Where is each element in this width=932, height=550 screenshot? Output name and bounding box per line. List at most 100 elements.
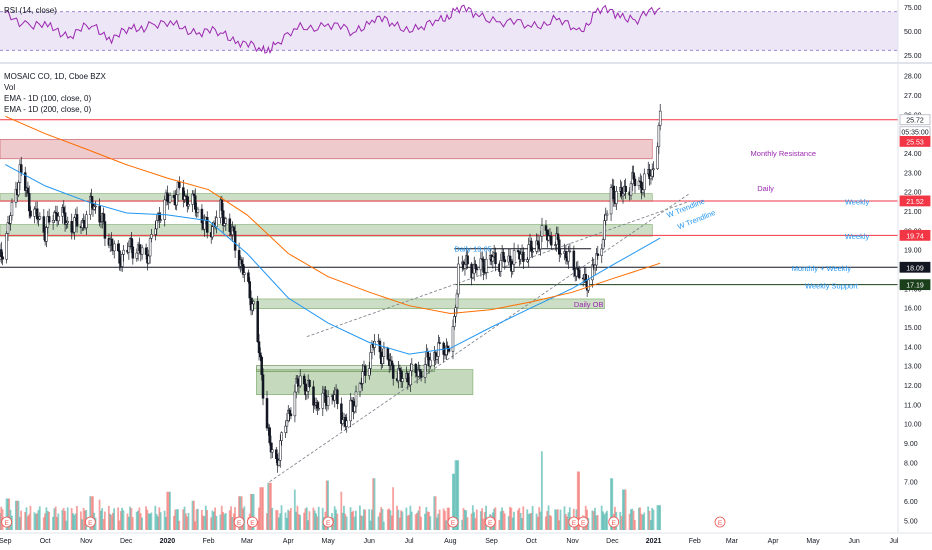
volume-bar [139, 513, 142, 530]
volume-bar [388, 508, 391, 530]
volume-bar [631, 508, 634, 530]
volume-bar [165, 516, 167, 530]
candle-body [326, 396, 330, 406]
volume-bar [550, 516, 553, 530]
volume-bar [36, 513, 38, 530]
volume-bar [135, 511, 138, 530]
volume-bar [304, 508, 307, 530]
volume-bar [345, 516, 348, 530]
volume-bar [186, 516, 189, 530]
volume-bar [269, 482, 272, 530]
volume-bar [389, 510, 392, 530]
volume-bar [37, 510, 40, 530]
price-tick-label: 28.00 [904, 74, 922, 81]
volume-bar [53, 508, 56, 530]
volume-bar [451, 473, 454, 530]
volume-bar [33, 512, 36, 530]
time-tick-label: Oct [526, 538, 537, 545]
price-tick-label: 21.00 [904, 209, 922, 216]
time-tick-label: Nov [80, 538, 93, 545]
volume-bar [592, 511, 595, 530]
earnings-event-label: E [250, 520, 255, 527]
volume-bar [18, 517, 21, 530]
candle-body [658, 110, 662, 126]
candle-body [369, 352, 372, 369]
candle-body [293, 391, 297, 417]
volume-bar [166, 491, 169, 530]
candle-body [435, 356, 439, 360]
volume-bar [564, 513, 567, 530]
candle-body [398, 368, 402, 371]
candle-body [615, 190, 618, 204]
volume-bar [418, 506, 421, 530]
volume-bar [368, 509, 371, 530]
candle-body [657, 125, 661, 148]
candle-body [200, 208, 204, 224]
volume-bar [639, 507, 642, 530]
volume-bar [429, 516, 432, 530]
volume-bar [169, 491, 171, 530]
candle-body [333, 394, 337, 401]
volume-bar [118, 520, 121, 530]
time-tick-label: Feb [689, 538, 701, 545]
volume-bar [57, 513, 60, 530]
candle-body [577, 269, 581, 279]
volume-bar [200, 510, 203, 530]
candle-body [130, 238, 133, 248]
price-badge-label: 18.09 [906, 265, 924, 272]
volume-bar [150, 512, 153, 530]
candle-body [62, 207, 66, 213]
candle-body [175, 194, 178, 206]
annotation-label: Monthly Resistance [751, 149, 816, 158]
volume-bar [547, 505, 550, 530]
time-tick-label: Jul [405, 538, 414, 545]
volume-bar [390, 515, 393, 530]
price-badge-label: 17.19 [906, 283, 924, 290]
volume-bar [192, 500, 195, 530]
candle-body [112, 243, 116, 252]
volume-bar [610, 478, 612, 530]
candle-body [131, 246, 135, 259]
earnings-event-label: E [488, 520, 493, 527]
volume-bar [437, 513, 440, 530]
candle-body [438, 342, 441, 344]
candle-body [138, 244, 141, 252]
volume-bar [400, 510, 402, 530]
volume-bar [481, 508, 484, 530]
volume-bar [595, 515, 598, 530]
time-tick-label: Jul [890, 538, 899, 545]
volume-bar [657, 505, 660, 530]
candle-body [612, 185, 615, 200]
volume-bar [70, 508, 73, 530]
volume-bar [519, 512, 522, 530]
candle-body [284, 425, 287, 433]
volume-bar [436, 517, 438, 530]
annotation-label: Daily OB [574, 300, 604, 309]
volume-bar [611, 478, 614, 530]
volume-bar [196, 508, 199, 530]
price-legend: MOSAIC CO, 1D, Cboe BZX Vol EMA - 1D (10… [4, 71, 106, 115]
candle-body [147, 255, 151, 264]
volume-bar [651, 507, 654, 530]
candle-body [491, 256, 495, 262]
time-tick-label: May [806, 538, 820, 545]
candle-body [17, 182, 20, 196]
candle-body [401, 378, 404, 382]
volume-bar [414, 514, 417, 530]
price-badge-label: 05:35:00 [901, 130, 928, 137]
volume-bar [507, 516, 510, 530]
volume-bar [537, 516, 539, 530]
candle-body [26, 187, 30, 194]
price-tick-label: 7.00 [904, 480, 918, 487]
volume-bar [454, 460, 457, 530]
volume-bar [604, 512, 607, 530]
volume-bar [280, 505, 283, 530]
rsi-tick-label: 50.00 [904, 29, 922, 36]
candle-body [378, 340, 382, 353]
volume-bar [341, 512, 344, 530]
volume-bar [157, 516, 159, 530]
candle-body [321, 392, 325, 409]
trendline [306, 200, 690, 338]
candle-body [414, 363, 418, 373]
